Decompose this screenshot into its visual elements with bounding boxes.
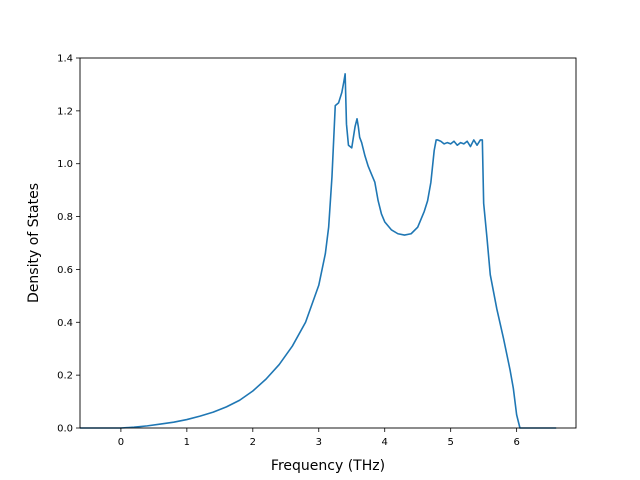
y-tick-label: 1.4 [57,54,73,65]
dos-series-line [80,73,557,429]
y-tick-label: 0.4 [57,318,73,329]
y-axis-label: Density of States [26,183,42,303]
x-tick-label: 3 [316,437,322,448]
y-tick-label: 1.2 [57,106,73,117]
x-axis-ticks: 0 1 2 3 4 5 6 [118,428,520,448]
y-tick-label: 1.0 [57,159,73,170]
x-tick-label: 4 [382,437,388,448]
y-axis-ticks: 0.0 0.2 0.4 0.6 0.8 1.0 1.2 1.4 [57,54,80,435]
y-tick-label: 0.8 [57,212,73,223]
y-tick-label: 0.6 [57,265,73,276]
x-tick-label: 2 [250,437,256,448]
x-tick-label: 5 [447,437,453,448]
y-tick-label: 0.2 [57,371,73,382]
x-axis-label: Frequency (THz) [271,458,385,474]
plot-frame [79,57,577,429]
plot-background [80,58,576,428]
x-tick-label: 0 [118,437,124,448]
y-tick-label: 0.0 [57,424,73,435]
x-tick-label: 1 [184,437,190,448]
x-tick-label: 6 [513,437,519,448]
